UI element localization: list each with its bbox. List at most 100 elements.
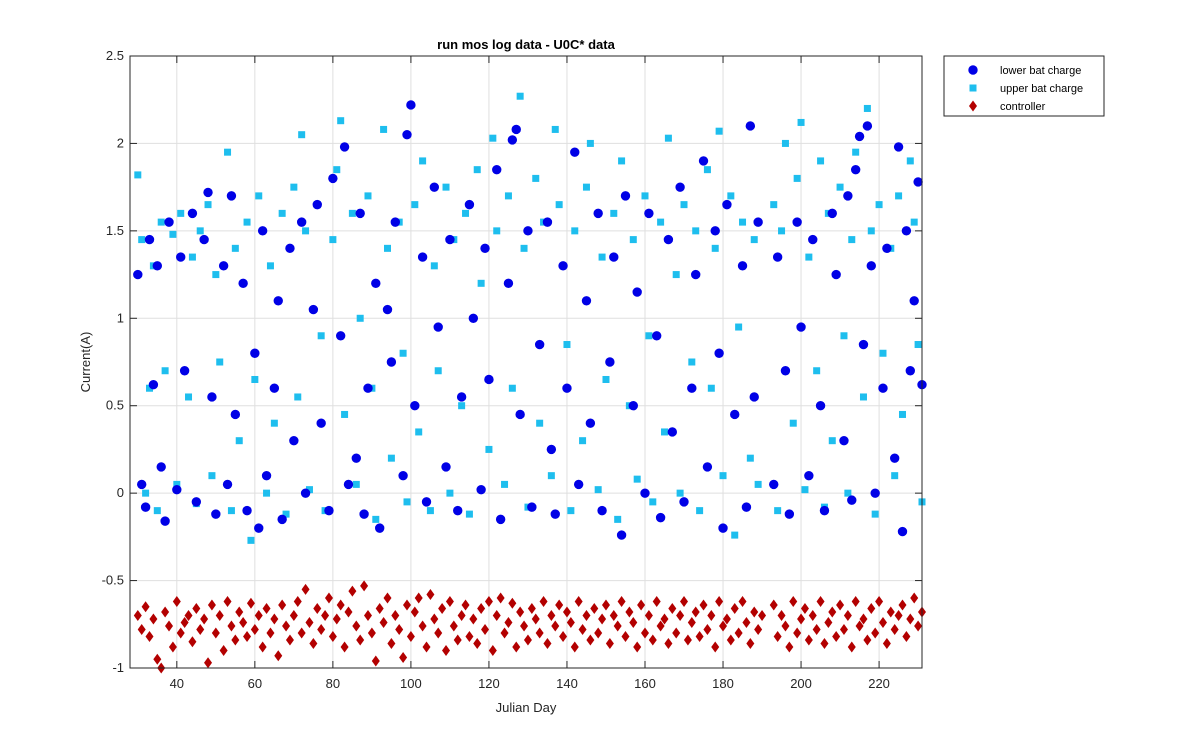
- data-point: [664, 134, 672, 142]
- data-point: [235, 606, 244, 618]
- data-point: [227, 620, 236, 632]
- x-tick-label: 200: [790, 676, 812, 691]
- data-point: [742, 617, 751, 629]
- data-point: [894, 610, 903, 622]
- data-point: [332, 613, 341, 625]
- data-point: [555, 201, 563, 209]
- data-point: [508, 384, 516, 392]
- data-point: [663, 234, 674, 245]
- data-point: [772, 252, 783, 262]
- data-point: [804, 634, 813, 646]
- data-point: [527, 502, 537, 512]
- data-point: [820, 638, 829, 650]
- data-point: [146, 384, 154, 392]
- data-point: [137, 479, 147, 490]
- data-point: [676, 610, 685, 622]
- data-point: [207, 599, 216, 611]
- series-controller: [133, 580, 926, 674]
- data-point: [406, 631, 415, 643]
- data-point: [386, 357, 397, 367]
- data-point: [609, 610, 618, 622]
- data-point: [434, 627, 443, 639]
- data-point: [547, 610, 556, 622]
- data-point: [730, 603, 739, 615]
- data-point: [348, 209, 356, 217]
- data-point: [741, 502, 752, 512]
- data-point: [168, 641, 177, 653]
- data-point: [203, 187, 213, 198]
- data-point: [185, 393, 193, 401]
- data-point: [152, 261, 163, 271]
- data-point: [714, 348, 724, 358]
- data-point: [285, 634, 294, 646]
- data-point: [508, 597, 517, 609]
- data-point: [640, 488, 650, 498]
- data-point: [356, 634, 365, 646]
- data-point: [507, 135, 518, 145]
- data-point: [664, 638, 673, 650]
- data-point: [597, 505, 607, 516]
- data-point: [515, 409, 525, 420]
- data-point: [504, 192, 512, 200]
- data-point: [699, 599, 708, 611]
- data-point: [914, 620, 923, 632]
- data-point: [374, 523, 385, 533]
- data-point: [419, 157, 427, 165]
- data-point: [211, 509, 221, 519]
- data-point: [875, 596, 884, 608]
- data-marks: [133, 92, 927, 674]
- data-point: [551, 125, 559, 133]
- data-point: [161, 367, 169, 375]
- data-point: [156, 462, 166, 472]
- y-tick-label: 0: [117, 485, 124, 500]
- data-point: [668, 603, 677, 615]
- data-point: [251, 375, 259, 383]
- data-point: [610, 209, 618, 217]
- data-point: [582, 183, 590, 191]
- data-point: [859, 393, 867, 401]
- data-point: [745, 121, 756, 131]
- data-point: [371, 655, 380, 667]
- data-point: [555, 599, 564, 611]
- data-point: [247, 536, 255, 544]
- y-axis-label: Current(A): [78, 332, 93, 393]
- data-point: [652, 596, 661, 608]
- data-point: [563, 341, 571, 349]
- data-point: [656, 620, 665, 632]
- data-point: [335, 331, 346, 341]
- data-point: [613, 620, 622, 632]
- data-point: [640, 627, 649, 639]
- data-point: [710, 226, 720, 236]
- data-point: [337, 117, 345, 125]
- data-point: [511, 124, 521, 135]
- data-point: [672, 627, 681, 639]
- data-point: [204, 657, 213, 669]
- data-point: [140, 502, 151, 512]
- data-point: [242, 505, 252, 516]
- data-point: [243, 218, 251, 226]
- data-point: [784, 509, 795, 519]
- data-point: [137, 624, 146, 636]
- data-point: [403, 498, 411, 506]
- data-point: [769, 479, 779, 490]
- data-point: [754, 624, 763, 636]
- data-point: [749, 392, 759, 402]
- data-point: [395, 624, 404, 636]
- data-point: [293, 596, 302, 608]
- data-point: [848, 236, 856, 244]
- data-point: [819, 505, 830, 516]
- data-point: [434, 367, 442, 375]
- data-point: [758, 610, 767, 622]
- data-point: [815, 401, 826, 411]
- data-point: [730, 409, 740, 420]
- data-point: [719, 620, 728, 632]
- data-point: [218, 261, 229, 271]
- data-point: [715, 127, 723, 135]
- data-point: [329, 236, 337, 244]
- data-point: [546, 444, 557, 455]
- data-point: [633, 641, 642, 653]
- data-point: [844, 489, 852, 497]
- data-point: [808, 610, 817, 622]
- data-point: [711, 244, 719, 252]
- data-point: [792, 217, 802, 227]
